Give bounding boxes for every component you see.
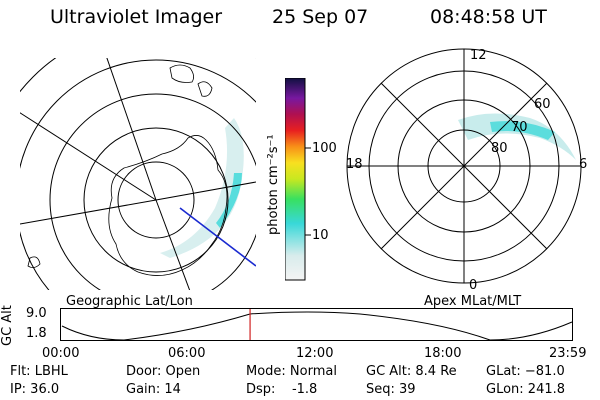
info-mode: Mode: Normal (246, 364, 337, 379)
info-glon: GLon: 241.8 (486, 382, 566, 397)
info-dsp: Dsp: -1.8 (246, 382, 318, 397)
left-panel-label: Geographic Lat/Lon (66, 294, 193, 309)
date-label: 25 Sep 07 (272, 6, 369, 28)
info-ip: IP: 36.0 (10, 382, 60, 397)
info-gcalt: GC Alt: 8.4 Re (366, 364, 457, 379)
mlat-label-70: 70 (511, 120, 528, 135)
colorbar-tick-100: 100 (312, 141, 337, 156)
geographic-map (20, 58, 256, 290)
mlt-label-12: 12 (470, 48, 487, 63)
timeline-ytick-9: 9.0 (26, 306, 47, 321)
timeline-xtick-1: 06:00 (168, 346, 206, 361)
mlat-label-60: 60 (534, 97, 551, 112)
colorbar-unit-label: photon cm⁻²s⁻¹ (266, 134, 281, 235)
mlt-label-0: 0 (469, 278, 478, 293)
mlt-label-18: 18 (346, 157, 363, 172)
timeline-xtick-2: 12:00 (296, 346, 334, 361)
info-seq: Seq: 39 (366, 382, 416, 397)
satellite-track (179, 207, 256, 267)
right-panel-label: Apex MLat/MLT (424, 294, 522, 309)
timeline-xtick-3: 18:00 (424, 346, 462, 361)
info-glat: GLat: −81.0 (486, 364, 565, 379)
aurora-region (160, 118, 244, 258)
time-label: 08:48:58 UT (430, 6, 547, 28)
aurora-bright (216, 173, 242, 228)
timeline-xtick-4: 23:59 (549, 346, 587, 361)
timeline-ytick-1: 1.8 (26, 326, 47, 341)
continent-outline (108, 135, 228, 276)
timeline-ylabel: GC Alt (0, 305, 15, 346)
colorbar-tick-10: 10 (312, 228, 329, 243)
timeline-xtick-0: 00:00 (42, 346, 80, 361)
mlt-label-6: 6 (579, 157, 588, 172)
info-gain: Gain: 14 (126, 382, 181, 397)
apex-polar-plot (346, 48, 582, 284)
info-door: Door: Open (126, 364, 201, 379)
mlat-label-80: 80 (491, 141, 508, 156)
colorbar (285, 78, 311, 281)
aurora-oval (458, 113, 576, 160)
info-flt: Flt: LBHL (10, 364, 68, 379)
timeline-plot (60, 308, 573, 341)
instrument-title: Ultraviolet Imager (50, 6, 223, 28)
